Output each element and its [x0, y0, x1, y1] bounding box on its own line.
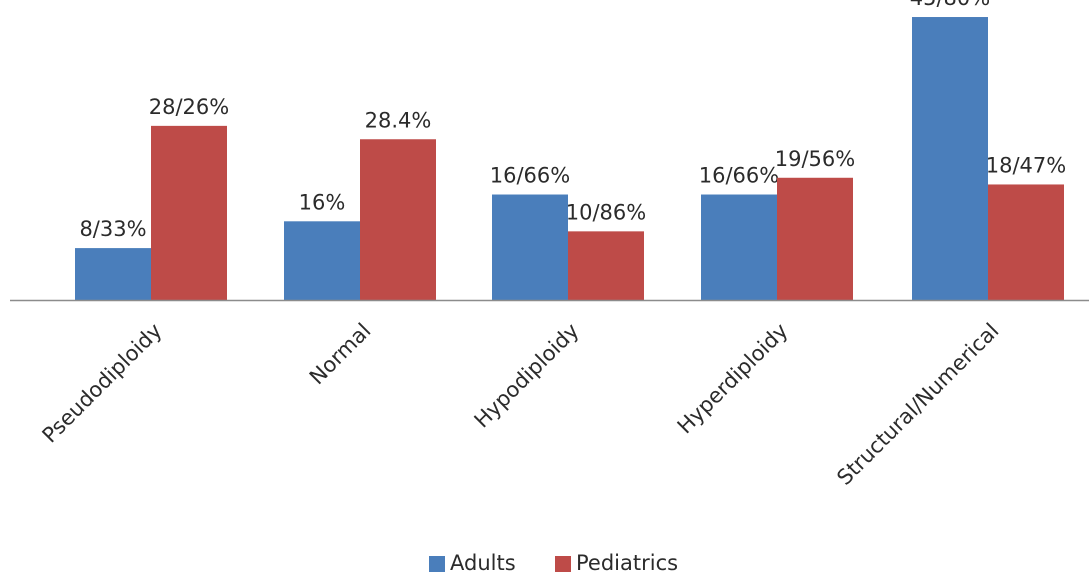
data-label-pediatrics-2: 10/86%: [566, 200, 646, 224]
x-tick-label-1: Normal: [305, 319, 376, 390]
legend-label-adults: Adults: [450, 551, 516, 575]
bar-pediatrics-3: [777, 177, 853, 300]
data-label-adults-0: 8/33%: [79, 217, 146, 241]
bar-adults-4: [912, 17, 988, 301]
legend-label-pediatrics: Pediatrics: [576, 551, 678, 575]
x-tick-label-4: Structural/Numerical: [832, 319, 1003, 490]
bar-adults-3: [701, 194, 777, 300]
data-label-pediatrics-3: 19/56%: [775, 147, 855, 171]
data-label-pediatrics-1: 28.4%: [365, 108, 432, 132]
data-label-adults-2: 16/66%: [490, 164, 570, 188]
bar-adults-1: [284, 221, 360, 300]
data-label-adults-1: 16%: [299, 190, 346, 214]
bar-pediatrics-4: [988, 184, 1064, 300]
x-tick-label-0: Pseudodiploidy: [38, 319, 167, 448]
data-label-pediatrics-4: 18/47%: [986, 153, 1066, 177]
bar-adults-2: [492, 194, 568, 300]
data-label-adults-3: 16/66%: [699, 164, 779, 188]
bar-pediatrics-0: [151, 125, 227, 300]
x-tick-label-2: Hypodiploidy: [470, 319, 584, 433]
bar-adults-0: [75, 248, 151, 300]
x-tick-label-3: Hyperdiploidy: [673, 319, 793, 439]
legend-key-pediatrics: [555, 556, 571, 572]
legend-key-adults: [429, 556, 445, 572]
legend: Adults Pediatrics: [429, 551, 678, 575]
data-label-pediatrics-0: 28/26%: [149, 95, 229, 119]
bar-pediatrics-1: [360, 139, 436, 300]
data-label-adults-4: 45/80%: [910, 0, 990, 10]
bar-pediatrics-2: [568, 231, 644, 300]
